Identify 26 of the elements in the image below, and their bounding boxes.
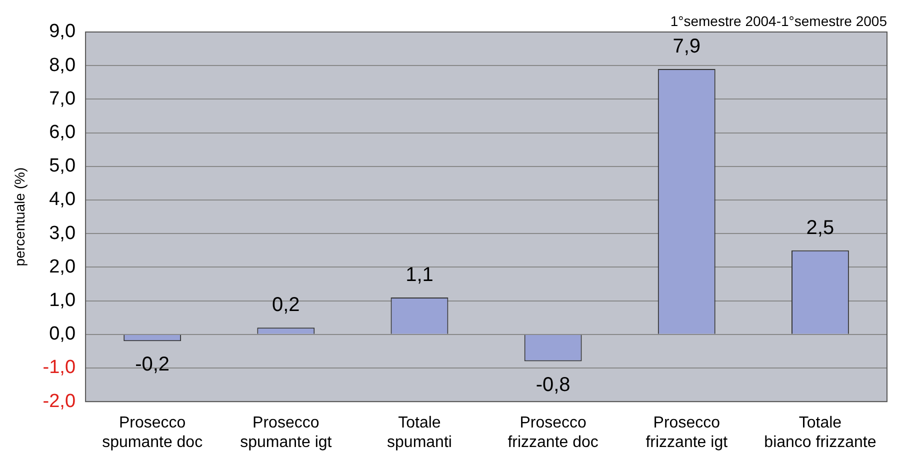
y-tick-label: 4,0 bbox=[49, 189, 76, 210]
x-tick-label: Prosecco frizzante doc bbox=[508, 414, 598, 451]
x-tick-label: Prosecco frizzante igt bbox=[646, 414, 728, 451]
data-label: -0,8 bbox=[536, 374, 570, 396]
y-tick-label: 6,0 bbox=[49, 122, 76, 144]
x-tick-label: Prosecco spumante igt bbox=[240, 414, 332, 451]
data-label: 7,9 bbox=[672, 35, 701, 58]
text: 1°semestre 2004-1°semestre 2005 bbox=[670, 12, 888, 29]
data-label: 1,1 bbox=[406, 264, 434, 286]
y-tick-label: 5,0 bbox=[49, 156, 76, 177]
y-tick-label: -1,0 bbox=[42, 357, 76, 378]
y-tick-label: -2,0 bbox=[42, 390, 76, 412]
x-tick-label: Totale bianco frizzante bbox=[764, 414, 876, 451]
y-tick-label: 9,0 bbox=[49, 21, 76, 42]
y-tick-label: 1,0 bbox=[49, 290, 76, 312]
y-tick-label: 8,0 bbox=[49, 54, 76, 76]
x-tick-label: Prosecco spumante doc bbox=[102, 414, 203, 451]
y-tick-label: 2,0 bbox=[49, 256, 76, 278]
data-label: 2,5 bbox=[806, 216, 834, 239]
y-tick-label: 7,0 bbox=[49, 88, 76, 110]
x-tick-label: Totale spumanti bbox=[387, 414, 452, 451]
y-tick-label: 0,0 bbox=[49, 324, 76, 345]
data-label: 0,2 bbox=[272, 294, 300, 316]
y-axis-title: percentuale (%) bbox=[11, 167, 28, 266]
y-tick-label: 3,0 bbox=[49, 222, 76, 244]
data-label: -0,2 bbox=[135, 354, 170, 376]
